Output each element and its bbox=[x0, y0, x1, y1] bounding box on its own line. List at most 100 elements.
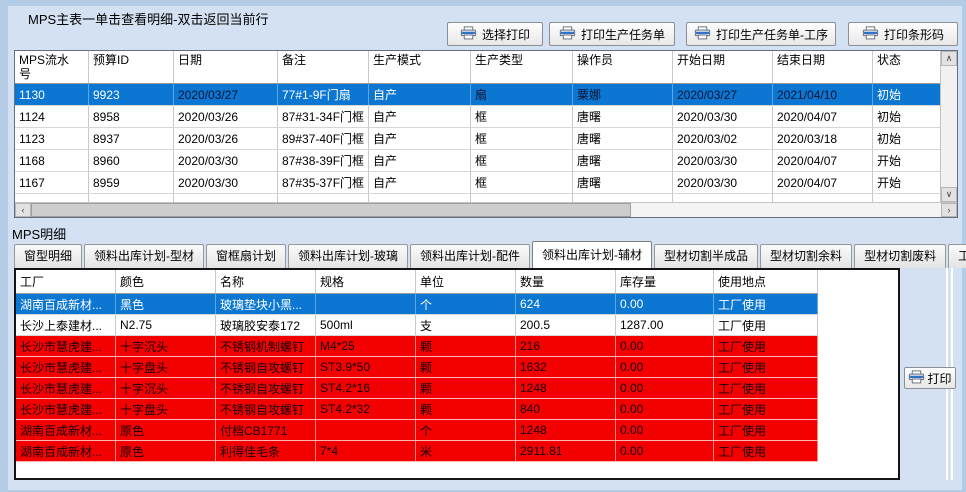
scroll-right-button[interactable]: › bbox=[941, 203, 957, 217]
table-row-5[interactable]: 1167 8959 2020/03/30 87#35-37F门框 自产框唐曙 2020/0… bbox=[15, 172, 941, 194]
table-row-4[interactable]: 长沙市慧虎建... 十字盘头 不锈钢自攻螺钉 ST3.9*50 颗 1632 0.00 工厂使… bbox=[16, 357, 818, 378]
table-row-5[interactable]: 长沙市慧虎建... 十字沉头 不锈钢自攻螺钉 ST4.2*16 颗 1248 0.00 工厂使… bbox=[16, 378, 818, 399]
table-row-4[interactable]: 1168 8960 2020/03/30 87#38-39F门框 自产框唐曙 2020/0… bbox=[15, 150, 941, 172]
cell: 8960 bbox=[89, 150, 174, 171]
table-row-1[interactable]: 湖南百成新材... 黑色 玻璃垫块小黑... 个 624 0.00 工厂使用 bbox=[16, 294, 818, 315]
detail-tab-10[interactable]: 工序 bbox=[948, 244, 966, 268]
cell: 2020/03/26 bbox=[174, 128, 278, 149]
cell: 工厂使用 bbox=[714, 357, 818, 377]
cell: 个 bbox=[416, 420, 516, 440]
print-task-label: 打印生产任务单 bbox=[580, 27, 665, 42]
column-header-2[interactable]: 颜色 bbox=[116, 270, 216, 293]
scroll-up-button[interactable]: ∧ bbox=[941, 51, 957, 66]
cell: 不锈钢自攻螺钉 bbox=[216, 399, 316, 419]
column-header-3[interactable]: 名称 bbox=[216, 270, 316, 293]
table-row-6[interactable]: 长沙市慧虎建... 十字盘头 不锈钢自攻螺钉 ST4.2*32 颗 840 0.00 工厂使用 bbox=[16, 399, 818, 420]
detail-tab-1[interactable]: 窗型明细 bbox=[14, 244, 83, 268]
cell: 7*4 bbox=[316, 441, 416, 461]
cell: 不锈钢机制螺钉 bbox=[216, 336, 316, 356]
column-header-8[interactable]: 使用地点 bbox=[714, 270, 818, 293]
column-header-1[interactable]: MPS流水号 bbox=[15, 51, 89, 83]
cell: 1287.00 bbox=[616, 315, 714, 335]
column-header-6[interactable]: 数量 bbox=[516, 270, 616, 293]
scroll-left-button[interactable]: ‹ bbox=[15, 203, 31, 217]
column-header-9[interactable]: 结束日期 bbox=[773, 51, 873, 83]
cell: 2020/03/27 bbox=[673, 84, 773, 105]
horizontal-scrollbar-thumb[interactable] bbox=[31, 203, 631, 217]
column-header-4[interactable]: 备注 bbox=[278, 51, 369, 83]
column-header-3[interactable]: 日期 bbox=[174, 51, 278, 83]
cell: 唐曙 bbox=[573, 150, 673, 171]
detail-tab-2[interactable]: 领料出库计划-型材 bbox=[84, 244, 205, 268]
cell: 2020/03/30 bbox=[673, 106, 773, 127]
mps-main-table: MPS流水号 预算ID 日期 备注 生产模式 生产类型 操作员 开始日期 结束日期 状态 1130 9… bbox=[14, 50, 958, 218]
column-header-5[interactable]: 单位 bbox=[416, 270, 516, 293]
detail-tab-8[interactable]: 型材切割余料 bbox=[760, 244, 853, 268]
column-header-10[interactable]: 状态 bbox=[873, 51, 941, 83]
cell: 1167 bbox=[15, 172, 89, 193]
printer-icon bbox=[559, 25, 576, 39]
cell: 500ml bbox=[316, 315, 416, 335]
cell: 工厂使用 bbox=[714, 378, 818, 398]
column-header-7[interactable]: 库存量 bbox=[616, 270, 714, 293]
detail-print-label: 打印 bbox=[927, 371, 952, 386]
column-header-4[interactable]: 规格 bbox=[316, 270, 416, 293]
cell: 77#1-9F门扇 bbox=[278, 84, 369, 105]
cell bbox=[89, 194, 174, 203]
cell: 8959 bbox=[89, 172, 174, 193]
scroll-down-button[interactable]: ∨ bbox=[941, 187, 957, 203]
select-print-button[interactable]: 选择打印 bbox=[447, 22, 543, 46]
detail-print-button[interactable]: 打印 bbox=[904, 367, 956, 389]
table-row-1[interactable]: 1130 9923 2020/03/27 77#1-9F门扇 自产扇粟娜 2020/03/… bbox=[15, 84, 941, 106]
detail-section-title: MPS明细 bbox=[12, 227, 67, 242]
main-section-title: MPS主表一单击查看明细-双击返回当前行 bbox=[28, 12, 269, 27]
table-row-7[interactable]: 湖南百成新材... 原色 付档CB1771 个 1248 0.00 工厂使用 bbox=[16, 420, 818, 441]
cell: 2020/04/07 bbox=[773, 172, 873, 193]
printer-icon bbox=[694, 25, 711, 39]
detail-tab-4[interactable]: 领料出库计划-玻璃 bbox=[288, 244, 409, 268]
cell: 1123 bbox=[15, 128, 89, 149]
cell: 自产 bbox=[369, 128, 471, 149]
cell: 216 bbox=[516, 336, 616, 356]
cell: 湖南百成新材... bbox=[16, 420, 116, 440]
detail-tab-9[interactable]: 型材切割废料 bbox=[854, 244, 947, 268]
cell: 湖南百成新材... bbox=[16, 294, 116, 314]
vertical-scrollbar[interactable]: ∧ ∨ bbox=[940, 51, 957, 203]
cell: 2020/03/27 bbox=[174, 84, 278, 105]
horizontal-scrollbar-track[interactable] bbox=[631, 203, 941, 217]
column-header-6[interactable]: 生产类型 bbox=[471, 51, 573, 83]
cell: 2020/04/07 bbox=[773, 106, 873, 127]
mps-detail-grid: 工厂 颜色 名称 规格 单位 数量 库存量 使用地点 湖南百成新材... 黑色 玻璃垫块小黑... 个… bbox=[16, 270, 818, 462]
column-header-1[interactable]: 工厂 bbox=[16, 270, 116, 293]
detail-tab-6[interactable]: 领料出库计划-辅材 bbox=[532, 241, 653, 268]
detail-tab-3[interactable]: 窗框扇计划 bbox=[206, 244, 287, 268]
table-row-8[interactable]: 湖南百成新材... 原色 利得佳毛条 7*4 米 2911.81 0.00 工厂使用 bbox=[16, 441, 818, 462]
column-header-2[interactable]: 预算ID bbox=[89, 51, 174, 83]
print-task-button[interactable]: 打印生产任务单 bbox=[549, 22, 675, 46]
column-header-8[interactable]: 开始日期 bbox=[673, 51, 773, 83]
detail-tab-5[interactable]: 领料出库计划-配件 bbox=[410, 244, 531, 268]
table-row-3[interactable]: 1123 8937 2020/03/26 89#37-40F门框 自产框唐曙 2020/0… bbox=[15, 128, 941, 150]
table-row-2[interactable]: 1124 8958 2020/03/26 87#31-34F门框 自产框唐曙 2020/0… bbox=[15, 106, 941, 128]
print-barcode-button[interactable]: 打印条形码 bbox=[848, 22, 958, 46]
cell: 1124 bbox=[15, 106, 89, 127]
horizontal-scrollbar[interactable]: ‹ › bbox=[15, 202, 957, 217]
detail-tab-page: 工厂 颜色 名称 规格 单位 数量 库存量 使用地点 湖南百成新材... 黑色 玻璃垫块小黑... 个… bbox=[14, 268, 900, 480]
detail-tab-7[interactable]: 型材切割半成品 bbox=[654, 244, 759, 268]
printer-icon bbox=[460, 25, 477, 39]
cell: 粟娜 bbox=[573, 84, 673, 105]
column-header-7[interactable]: 操作员 bbox=[573, 51, 673, 83]
cell: 1248 bbox=[516, 378, 616, 398]
cell: 0.00 bbox=[616, 357, 714, 377]
cell: N2.75 bbox=[116, 315, 216, 335]
column-header-5[interactable]: 生产模式 bbox=[369, 51, 471, 83]
cell bbox=[15, 194, 89, 203]
print-task-process-button[interactable]: 打印生产任务单-工序 bbox=[686, 22, 836, 46]
cell: 2020/03/30 bbox=[673, 172, 773, 193]
table-row-6[interactable] bbox=[15, 194, 941, 203]
table-row-3[interactable]: 长沙市慧虎建... 十字沉头 不锈钢机制螺钉 M4*25 颗 216 0.00 工厂使用 bbox=[16, 336, 818, 357]
cell: M4*25 bbox=[316, 336, 416, 356]
cell: 长沙上泰建材... bbox=[16, 315, 116, 335]
cell: 2020/03/30 bbox=[174, 150, 278, 171]
table-row-2[interactable]: 长沙上泰建材... N2.75 玻璃胶安泰172 500ml 支 200.5 1287.00… bbox=[16, 315, 818, 336]
